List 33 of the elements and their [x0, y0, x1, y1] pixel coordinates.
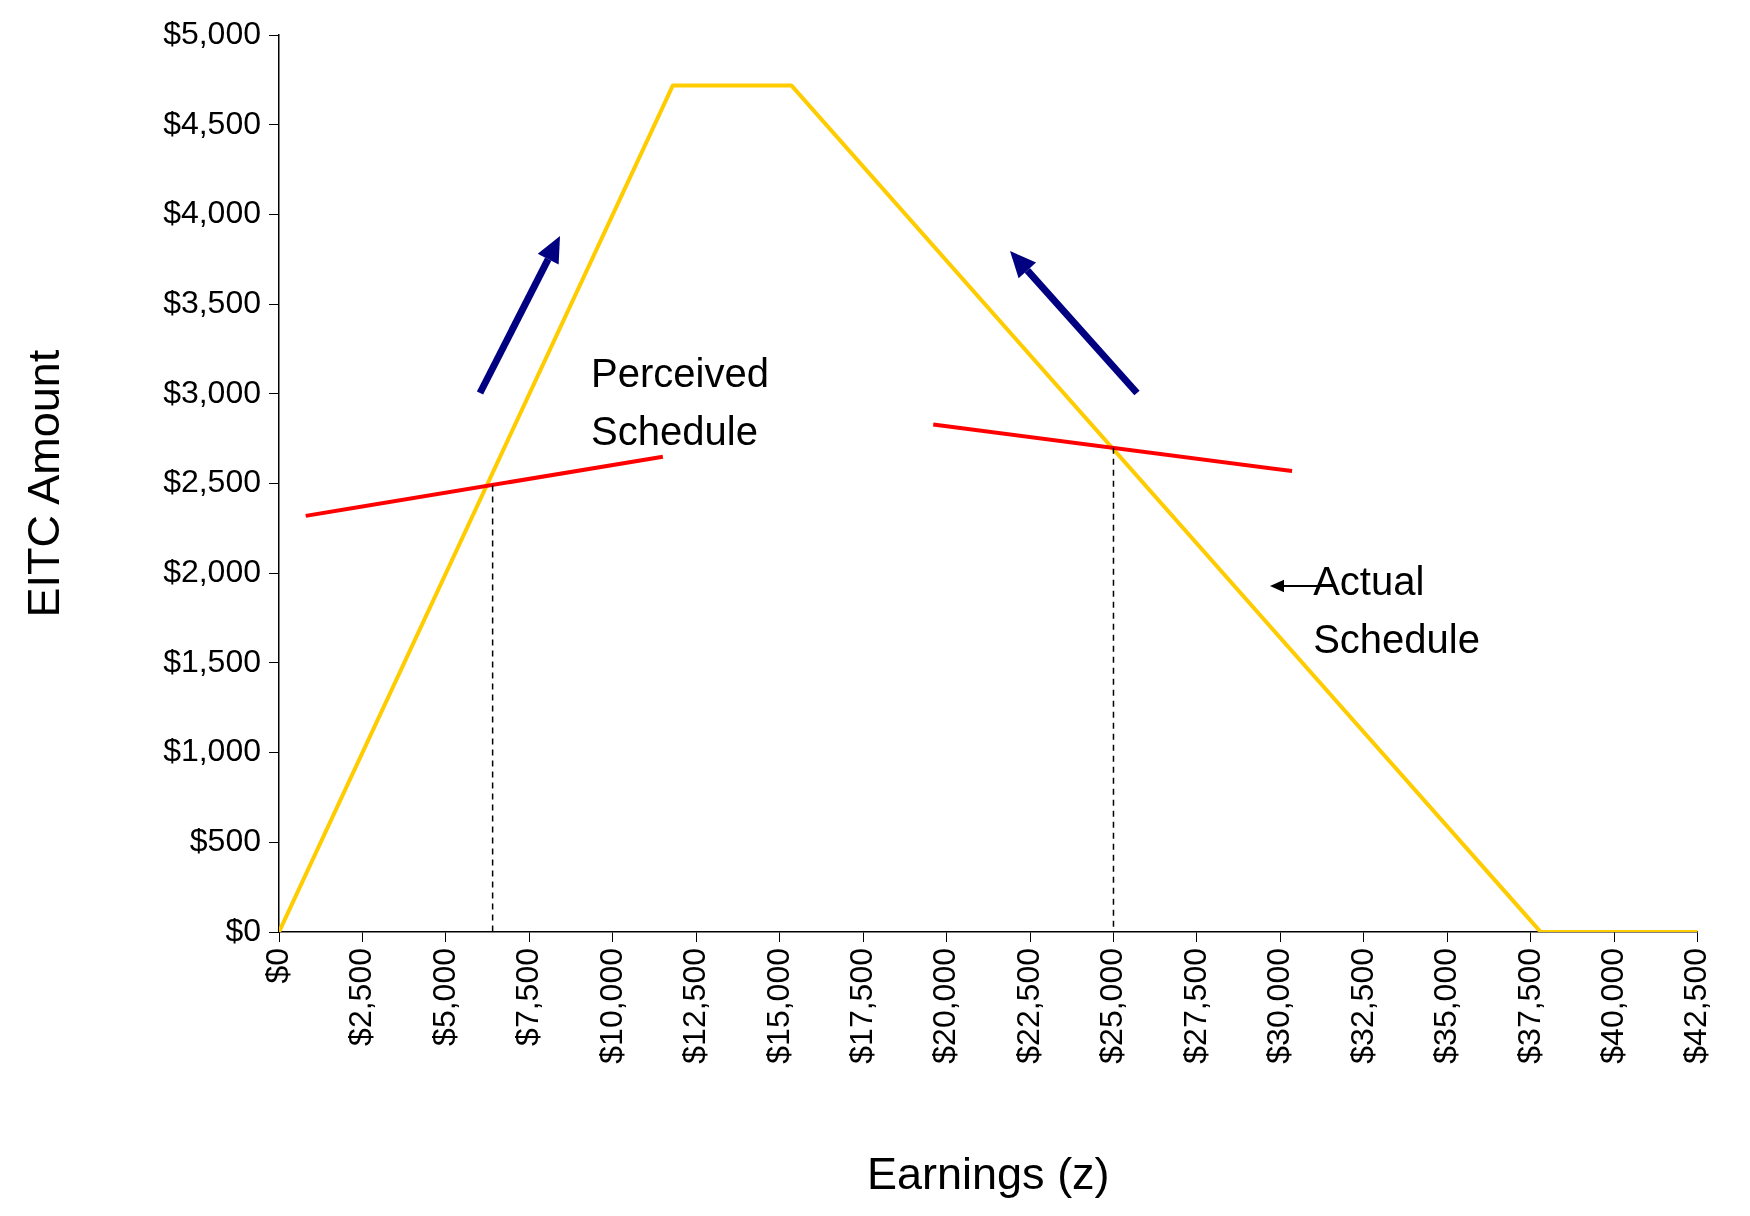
x-tick-label: $27,500: [1176, 948, 1213, 1064]
y-tick-label: $1,500: [163, 642, 261, 679]
x-tick-label: $5,000: [425, 948, 462, 1046]
y-tick-label: $2,500: [163, 463, 261, 500]
x-tick-label: $40,000: [1593, 948, 1630, 1064]
x-tick-label: $30,000: [1260, 948, 1297, 1064]
annotation: Perceived Schedule: [591, 350, 769, 453]
y-tick-label: $3,000: [163, 373, 261, 410]
x-tick-label: $10,000: [592, 948, 629, 1064]
x-tick-label: $0: [258, 948, 295, 984]
x-axis-title: Earnings (z): [867, 1148, 1110, 1200]
y-tick-label: $3,500: [163, 284, 261, 321]
x-tick-label: $42,500: [1677, 948, 1714, 1064]
y-axis-title: EITC Amount: [18, 349, 70, 618]
x-tick-label: $22,500: [1009, 948, 1046, 1064]
y-tick-label: $2,000: [163, 553, 261, 590]
x-tick-label: $7,500: [509, 948, 546, 1046]
y-tick-label: $500: [189, 822, 261, 859]
x-tick-label: $17,500: [842, 948, 879, 1064]
x-tick-label: $35,000: [1427, 948, 1464, 1064]
x-tick-label: $12,500: [676, 948, 713, 1064]
x-tick-label: $20,000: [926, 948, 963, 1064]
y-tick-label: $5,000: [163, 15, 261, 52]
x-tick-label: $15,000: [759, 948, 796, 1064]
y-tick-label: $4,500: [163, 104, 261, 141]
y-tick-label: $4,000: [163, 194, 261, 231]
x-tick-label: $2,500: [342, 948, 379, 1046]
annotation: Actual Schedule: [1313, 558, 1480, 661]
x-tick-label: $25,000: [1093, 948, 1130, 1064]
x-tick-label: $37,500: [1510, 948, 1547, 1064]
y-tick-label: $1,000: [163, 732, 261, 769]
y-tick-label: $0: [225, 911, 261, 948]
x-tick-label: $32,500: [1343, 948, 1380, 1064]
